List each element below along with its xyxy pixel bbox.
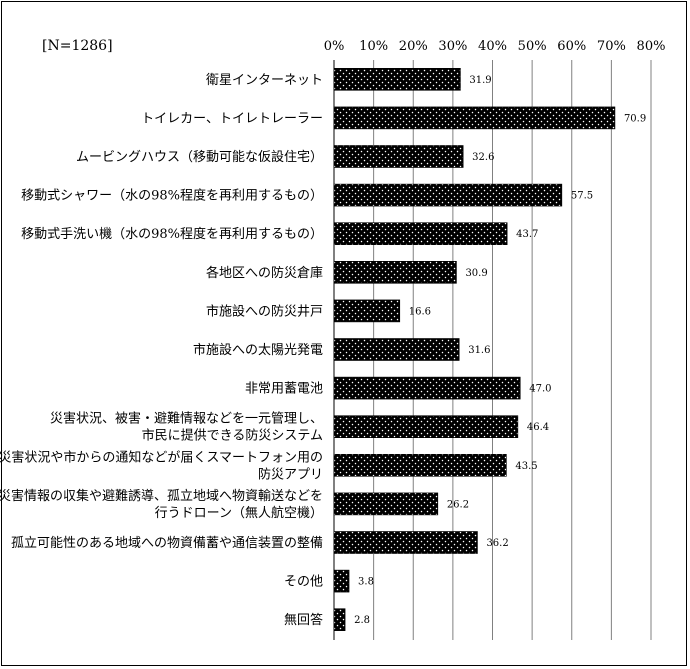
- category-label: 行うドローン（無人航空機）: [155, 505, 323, 521]
- bar: [333, 415, 519, 439]
- category-label: 無回答: [284, 612, 323, 628]
- bar: [333, 453, 507, 477]
- tick-label: 10%: [359, 39, 388, 54]
- category-label: 各地区への防災倉庫: [206, 265, 323, 281]
- data-label: 31.9: [469, 75, 491, 86]
- category-label: 移動式手洗い機（水の98%程度を再利用するもの）: [21, 226, 323, 242]
- bar: [333, 608, 346, 632]
- bar: [333, 531, 478, 554]
- category-label: 災害状況や市からの通知などが届くスマートフォン用の: [0, 449, 323, 465]
- tick-label: 70%: [597, 39, 626, 54]
- bar: [333, 376, 521, 400]
- data-label: 47.0: [529, 384, 551, 395]
- tick-label: 20%: [399, 39, 428, 54]
- data-label: 57.5: [571, 191, 593, 202]
- category-label: 防災アプリ: [258, 466, 323, 482]
- data-label: 31.6: [468, 345, 490, 356]
- bar: [333, 492, 439, 516]
- data-label: 32.6: [472, 152, 494, 163]
- data-label: 70.9: [624, 113, 646, 124]
- data-label: 36.2: [486, 538, 508, 549]
- bar: [333, 106, 616, 130]
- category-label: ムービングハウス（移動可能な仮設住宅）: [76, 149, 323, 165]
- category-label: 非常用蓄電池: [245, 382, 323, 397]
- bar: [333, 222, 508, 245]
- bar: [333, 299, 401, 323]
- bar: [333, 68, 461, 91]
- category-label: その他: [284, 575, 323, 590]
- category-label: 市施設への防災井戸: [206, 303, 323, 319]
- tick-label: 30%: [438, 39, 467, 54]
- tick-label: 40%: [478, 39, 507, 54]
- bar: [333, 145, 464, 168]
- data-label: 30.9: [465, 268, 487, 279]
- tick-label: 80%: [637, 39, 666, 54]
- sample-size-note: [N=1286]: [42, 38, 113, 54]
- data-label: 26.2: [447, 499, 469, 510]
- tick-label: 50%: [518, 39, 547, 54]
- data-label: 43.7: [516, 229, 538, 240]
- data-label: 2.8: [354, 615, 370, 626]
- category-label: 移動式シャワー（水の98%程度を再利用するもの）: [21, 188, 323, 204]
- bar: [333, 569, 350, 593]
- category-label: 市施設への太陽光発電: [193, 342, 323, 358]
- category-label: 災害状況、被害・避難情報などを一元管理し、: [50, 411, 323, 427]
- bar: [333, 338, 460, 361]
- data-label: 46.4: [527, 422, 549, 433]
- category-label: トイレカー、トイレトレーラー: [141, 111, 323, 126]
- category-label: 孤立可能性のある地域への物資備蓄や通信装置の整備: [11, 535, 323, 551]
- category-label: 衛星インターネット: [206, 73, 323, 88]
- data-label: 43.5: [515, 461, 537, 472]
- tick-label: 0%: [324, 39, 345, 54]
- data-label: 3.8: [358, 577, 374, 588]
- data-label: 16.6: [409, 306, 431, 317]
- category-label: 市民に提供できる防災システム: [142, 428, 323, 444]
- tick-label: 60%: [557, 39, 586, 54]
- bar: [333, 183, 563, 207]
- bar: [333, 260, 457, 284]
- category-label: 災害情報の収集や避難誘導、孤立地域へ物資輸送などを: [0, 488, 323, 504]
